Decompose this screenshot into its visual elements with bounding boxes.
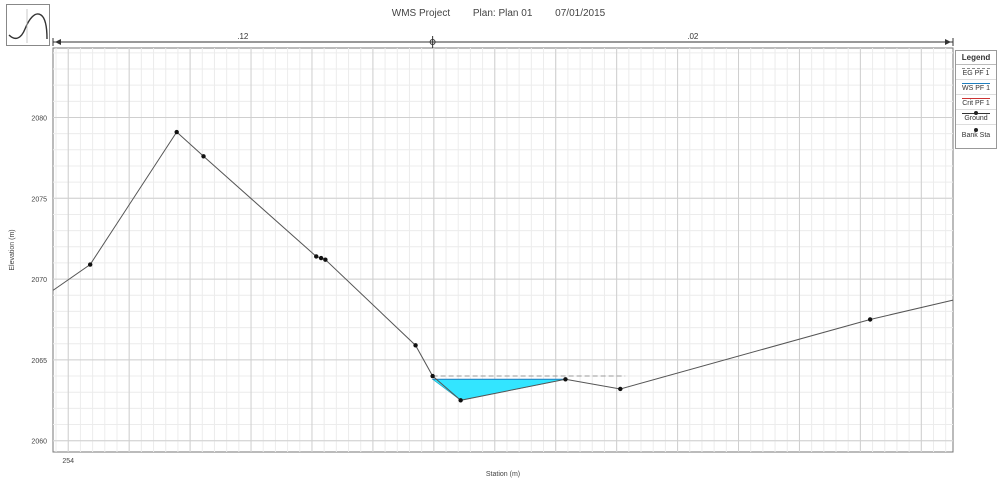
chart-title: WMS Project Plan: Plan 01 07/01/2015 <box>0 8 997 26</box>
legend-swatch-bank <box>974 128 978 132</box>
legend-label-bank: Bank Sta <box>961 132 991 139</box>
y-tick-label: 2065 <box>31 358 47 365</box>
ground-point <box>201 154 206 159</box>
legend-swatch-eg <box>962 68 990 69</box>
legend-label-ws: WS PF 1 <box>961 85 990 92</box>
y-tick-label: 2080 <box>31 115 47 122</box>
ground-point <box>87 262 93 267</box>
ground-point <box>430 373 435 379</box>
legend-item-ws: WS PF 1 <box>956 80 996 95</box>
legend-label-eg: EG PF 1 <box>962 70 990 77</box>
roughness-label-right: .02 <box>687 32 699 41</box>
ground-point <box>323 257 328 262</box>
legend-title: Legend <box>956 51 996 65</box>
legend-item-ground: Ground <box>956 110 996 125</box>
legend-swatch-ws <box>962 83 990 84</box>
legend: Legend EG PF 1 WS PF 1 Crit PF 1 Ground … <box>955 50 997 149</box>
ground-point <box>867 317 873 322</box>
bank-station-marker-dot <box>429 39 436 45</box>
y-tick-label: 2075 <box>31 196 47 203</box>
plan-name: Plan: Plan 01 <box>472 8 533 19</box>
y-tick-label: 2060 <box>31 439 47 446</box>
ground-point <box>563 377 568 382</box>
x-axis-label: Station (m) <box>486 471 520 478</box>
y-tick-label: 2070 <box>31 277 47 284</box>
roughness-bar-arrow-left <box>55 39 61 45</box>
plan-date: 07/01/2015 <box>555 8 606 19</box>
river-overview-icon <box>8 9 48 43</box>
ground-point <box>314 254 319 259</box>
roughness-bar-arrow-right <box>945 39 951 45</box>
ground-point <box>318 255 324 261</box>
x-tick-label: 254 <box>62 458 74 465</box>
roughness-label-left: .12 <box>237 32 249 41</box>
ground-point <box>174 129 179 135</box>
ground-line <box>52 131 954 401</box>
legend-label-crit: Crit PF 1 <box>962 100 990 107</box>
project-name: WMS Project <box>391 8 451 19</box>
ground-point <box>413 343 418 348</box>
legend-swatch-crit <box>962 98 990 99</box>
ground-point <box>458 398 463 403</box>
legend-item-eg: EG PF 1 <box>956 65 996 80</box>
legend-item-crit: Crit PF 1 <box>956 95 996 110</box>
legend-item-bank: Bank Sta <box>956 125 996 141</box>
ground-point <box>618 386 623 392</box>
river-overview-thumbnail[interactable] <box>6 4 50 46</box>
legend-label-ground: Ground <box>964 115 988 122</box>
y-axis-label: Elevation (m) <box>9 229 16 270</box>
legend-swatch-ground <box>962 111 990 115</box>
